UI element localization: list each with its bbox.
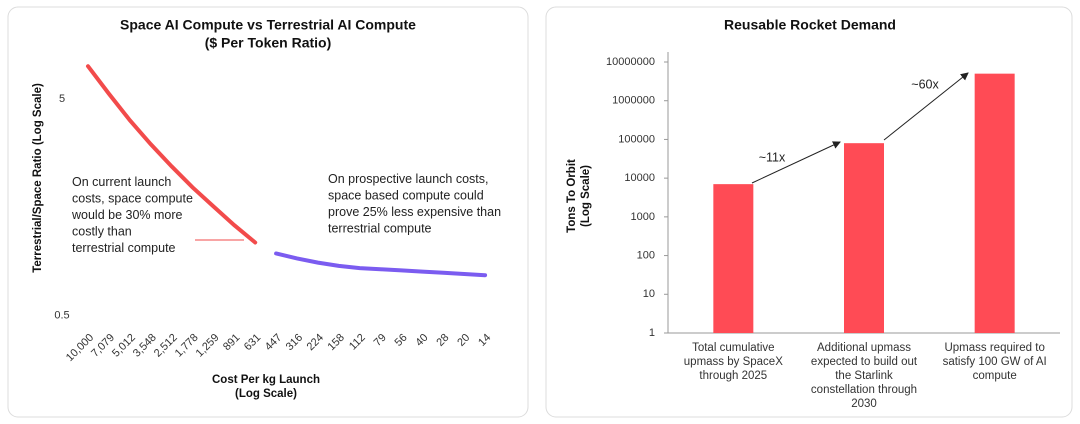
annotation: ~60x [911, 77, 939, 91]
line-series [274, 251, 488, 278]
line-series [86, 64, 258, 245]
x-axis-title: Cost Per kg Launch [212, 374, 320, 386]
right-panel [545, 6, 1073, 418]
chart-title: ($ Per Token Ratio) [205, 35, 332, 51]
annotation: ~11x [759, 150, 786, 164]
arrow [883, 72, 969, 141]
legend-annotation: On current launch costs, space compute wou… [71, 175, 193, 255]
y-axis-title: (Log Scale) [580, 165, 592, 227]
left-panel [7, 6, 529, 418]
y-axis-title: Tons To Orbit [566, 159, 578, 233]
y-tick-label: 5 [59, 93, 65, 105]
x-tick-label: Additional upmass expected to build out th… [811, 342, 918, 410]
y-tick-label: 1000 [631, 211, 655, 223]
y-axis-title: Terrestrial/Space Ratio (Log Scale) [32, 83, 44, 273]
x-tick-label: Total cumulative upmass by SpaceX through … [684, 342, 783, 382]
x-tick-label: Upmass required to satisfy 100 GW of AI co… [943, 342, 1047, 382]
chart-title: Space AI Compute vs Terrestrial AI Compu… [120, 17, 416, 33]
bar [713, 184, 754, 333]
bar [844, 143, 884, 333]
x-axis-title: (Log Scale) [235, 388, 297, 400]
y-tick-label: 1 [649, 327, 655, 339]
arrow [751, 141, 841, 184]
y-tick-label: 10 [643, 288, 655, 300]
y-tick-label: 100 [637, 249, 655, 261]
y-tick-label: 0.5 [54, 310, 69, 322]
y-tick-label: 10000 [624, 172, 655, 184]
chart-title: Reusable Rocket Demand [724, 17, 896, 33]
y-tick-label: 100000 [618, 133, 655, 145]
y-tick-label: 1000000 [612, 95, 655, 107]
legend-annotation: On prospective launch costs, space based … [328, 172, 501, 236]
y-tick-label: 10000000 [606, 56, 655, 68]
bar [974, 73, 1015, 333]
